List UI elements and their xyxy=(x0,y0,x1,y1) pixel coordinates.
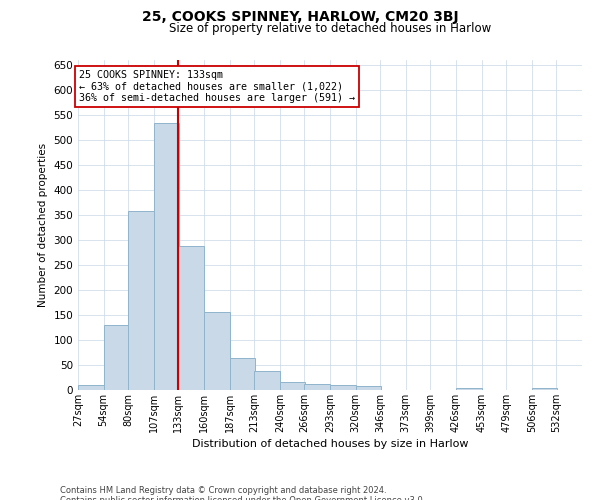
Bar xyxy=(356,386,381,390)
Bar xyxy=(128,211,154,390)
Text: Contains public sector information licensed under the Open Government Licence v3: Contains public sector information licen… xyxy=(60,496,425,500)
Bar xyxy=(582,388,600,390)
Text: 25, COOKS SPINNEY, HARLOW, CM20 3BJ: 25, COOKS SPINNEY, HARLOW, CM20 3BJ xyxy=(142,10,458,24)
Bar xyxy=(104,325,129,390)
Bar xyxy=(330,385,356,390)
Bar xyxy=(532,388,557,390)
Bar xyxy=(304,384,330,390)
X-axis label: Distribution of detached houses by size in Harlow: Distribution of detached houses by size … xyxy=(192,439,468,449)
Text: Contains HM Land Registry data © Crown copyright and database right 2024.: Contains HM Land Registry data © Crown c… xyxy=(60,486,386,495)
Bar xyxy=(280,382,305,390)
Bar xyxy=(254,371,280,390)
Bar xyxy=(154,122,179,390)
Y-axis label: Number of detached properties: Number of detached properties xyxy=(38,143,48,307)
Bar xyxy=(204,312,230,390)
Bar xyxy=(178,246,204,390)
Bar xyxy=(78,385,104,390)
Bar xyxy=(456,388,482,390)
Text: 25 COOKS SPINNEY: 133sqm
← 63% of detached houses are smaller (1,022)
36% of sem: 25 COOKS SPINNEY: 133sqm ← 63% of detach… xyxy=(79,70,355,103)
Bar xyxy=(230,358,255,390)
Title: Size of property relative to detached houses in Harlow: Size of property relative to detached ho… xyxy=(169,22,491,35)
